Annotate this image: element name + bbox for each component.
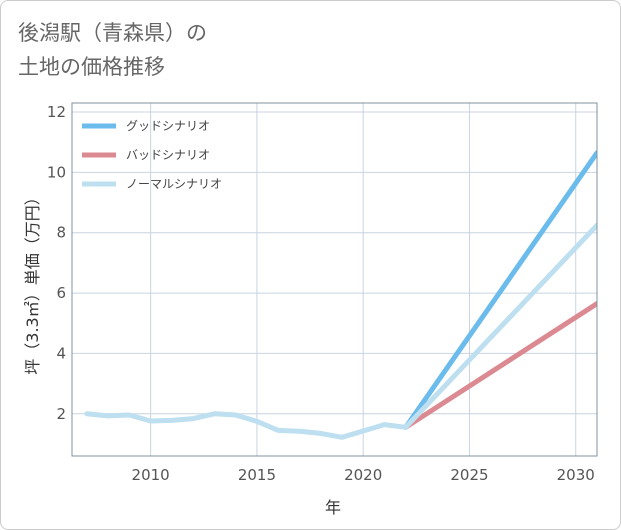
series-line-1 bbox=[403, 150, 597, 430]
y-tick-label-6: 6 bbox=[56, 284, 66, 302]
tick-labels: 2010 2015 2020 2025 2030 2 4 6 8 10 12 bbox=[47, 103, 595, 484]
x-axis-label: 年 bbox=[325, 498, 341, 517]
series-line-3 bbox=[84, 222, 597, 440]
series-layer bbox=[84, 150, 597, 440]
x-tick-label-2015: 2015 bbox=[238, 466, 276, 484]
title-line-2: 土地の価格推移 bbox=[18, 55, 165, 79]
x-tick-label-2010: 2010 bbox=[132, 466, 170, 484]
legend-label-3: ノーマルシナリオ bbox=[126, 177, 222, 191]
y-tick-label-10: 10 bbox=[47, 163, 66, 181]
title-line-1: 後潟駅（青森県）の bbox=[18, 21, 207, 45]
x-tick-label-2030: 2030 bbox=[557, 466, 595, 484]
y-tick-label-4: 4 bbox=[56, 344, 66, 362]
x-tick-label-2020: 2020 bbox=[344, 466, 382, 484]
legend-label-2: バッドシナリオ bbox=[126, 148, 210, 162]
series-line-2 bbox=[403, 301, 597, 430]
page-title: 後潟駅（青森県）の 土地の価格推移 bbox=[18, 16, 207, 84]
y-tick-label-12: 12 bbox=[47, 103, 66, 121]
y-tick-label-8: 8 bbox=[56, 224, 66, 242]
legend-label-1: グッドシナリオ bbox=[126, 119, 210, 133]
x-tick-label-2025: 2025 bbox=[450, 466, 488, 484]
y-tick-label-2: 2 bbox=[56, 405, 66, 423]
plot-frame bbox=[71, 102, 598, 457]
y-axis-label: 坪（3.3㎡）単価（万円） bbox=[23, 189, 42, 374]
plot-border bbox=[71, 102, 598, 457]
